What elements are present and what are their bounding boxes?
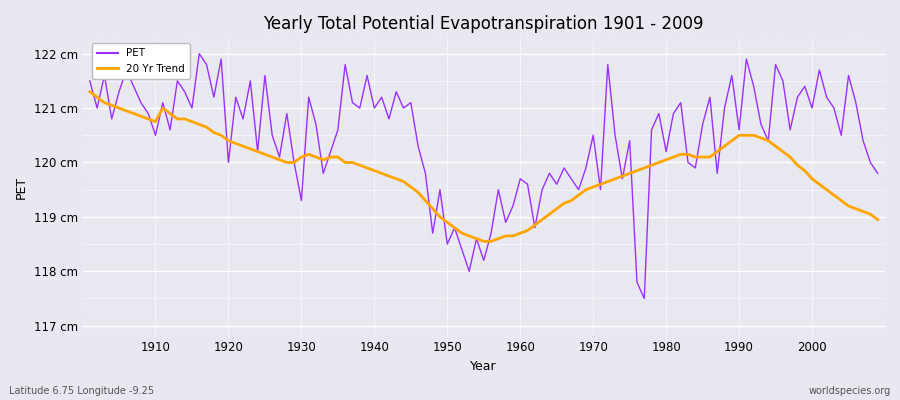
Text: Latitude 6.75 Longitude -9.25: Latitude 6.75 Longitude -9.25 bbox=[9, 386, 154, 396]
Legend: PET, 20 Yr Trend: PET, 20 Yr Trend bbox=[92, 43, 190, 79]
Text: worldspecies.org: worldspecies.org bbox=[809, 386, 891, 396]
X-axis label: Year: Year bbox=[471, 360, 497, 373]
Y-axis label: PET: PET bbox=[15, 175, 28, 198]
Title: Yearly Total Potential Evapotranspiration 1901 - 2009: Yearly Total Potential Evapotranspiratio… bbox=[264, 15, 704, 33]
